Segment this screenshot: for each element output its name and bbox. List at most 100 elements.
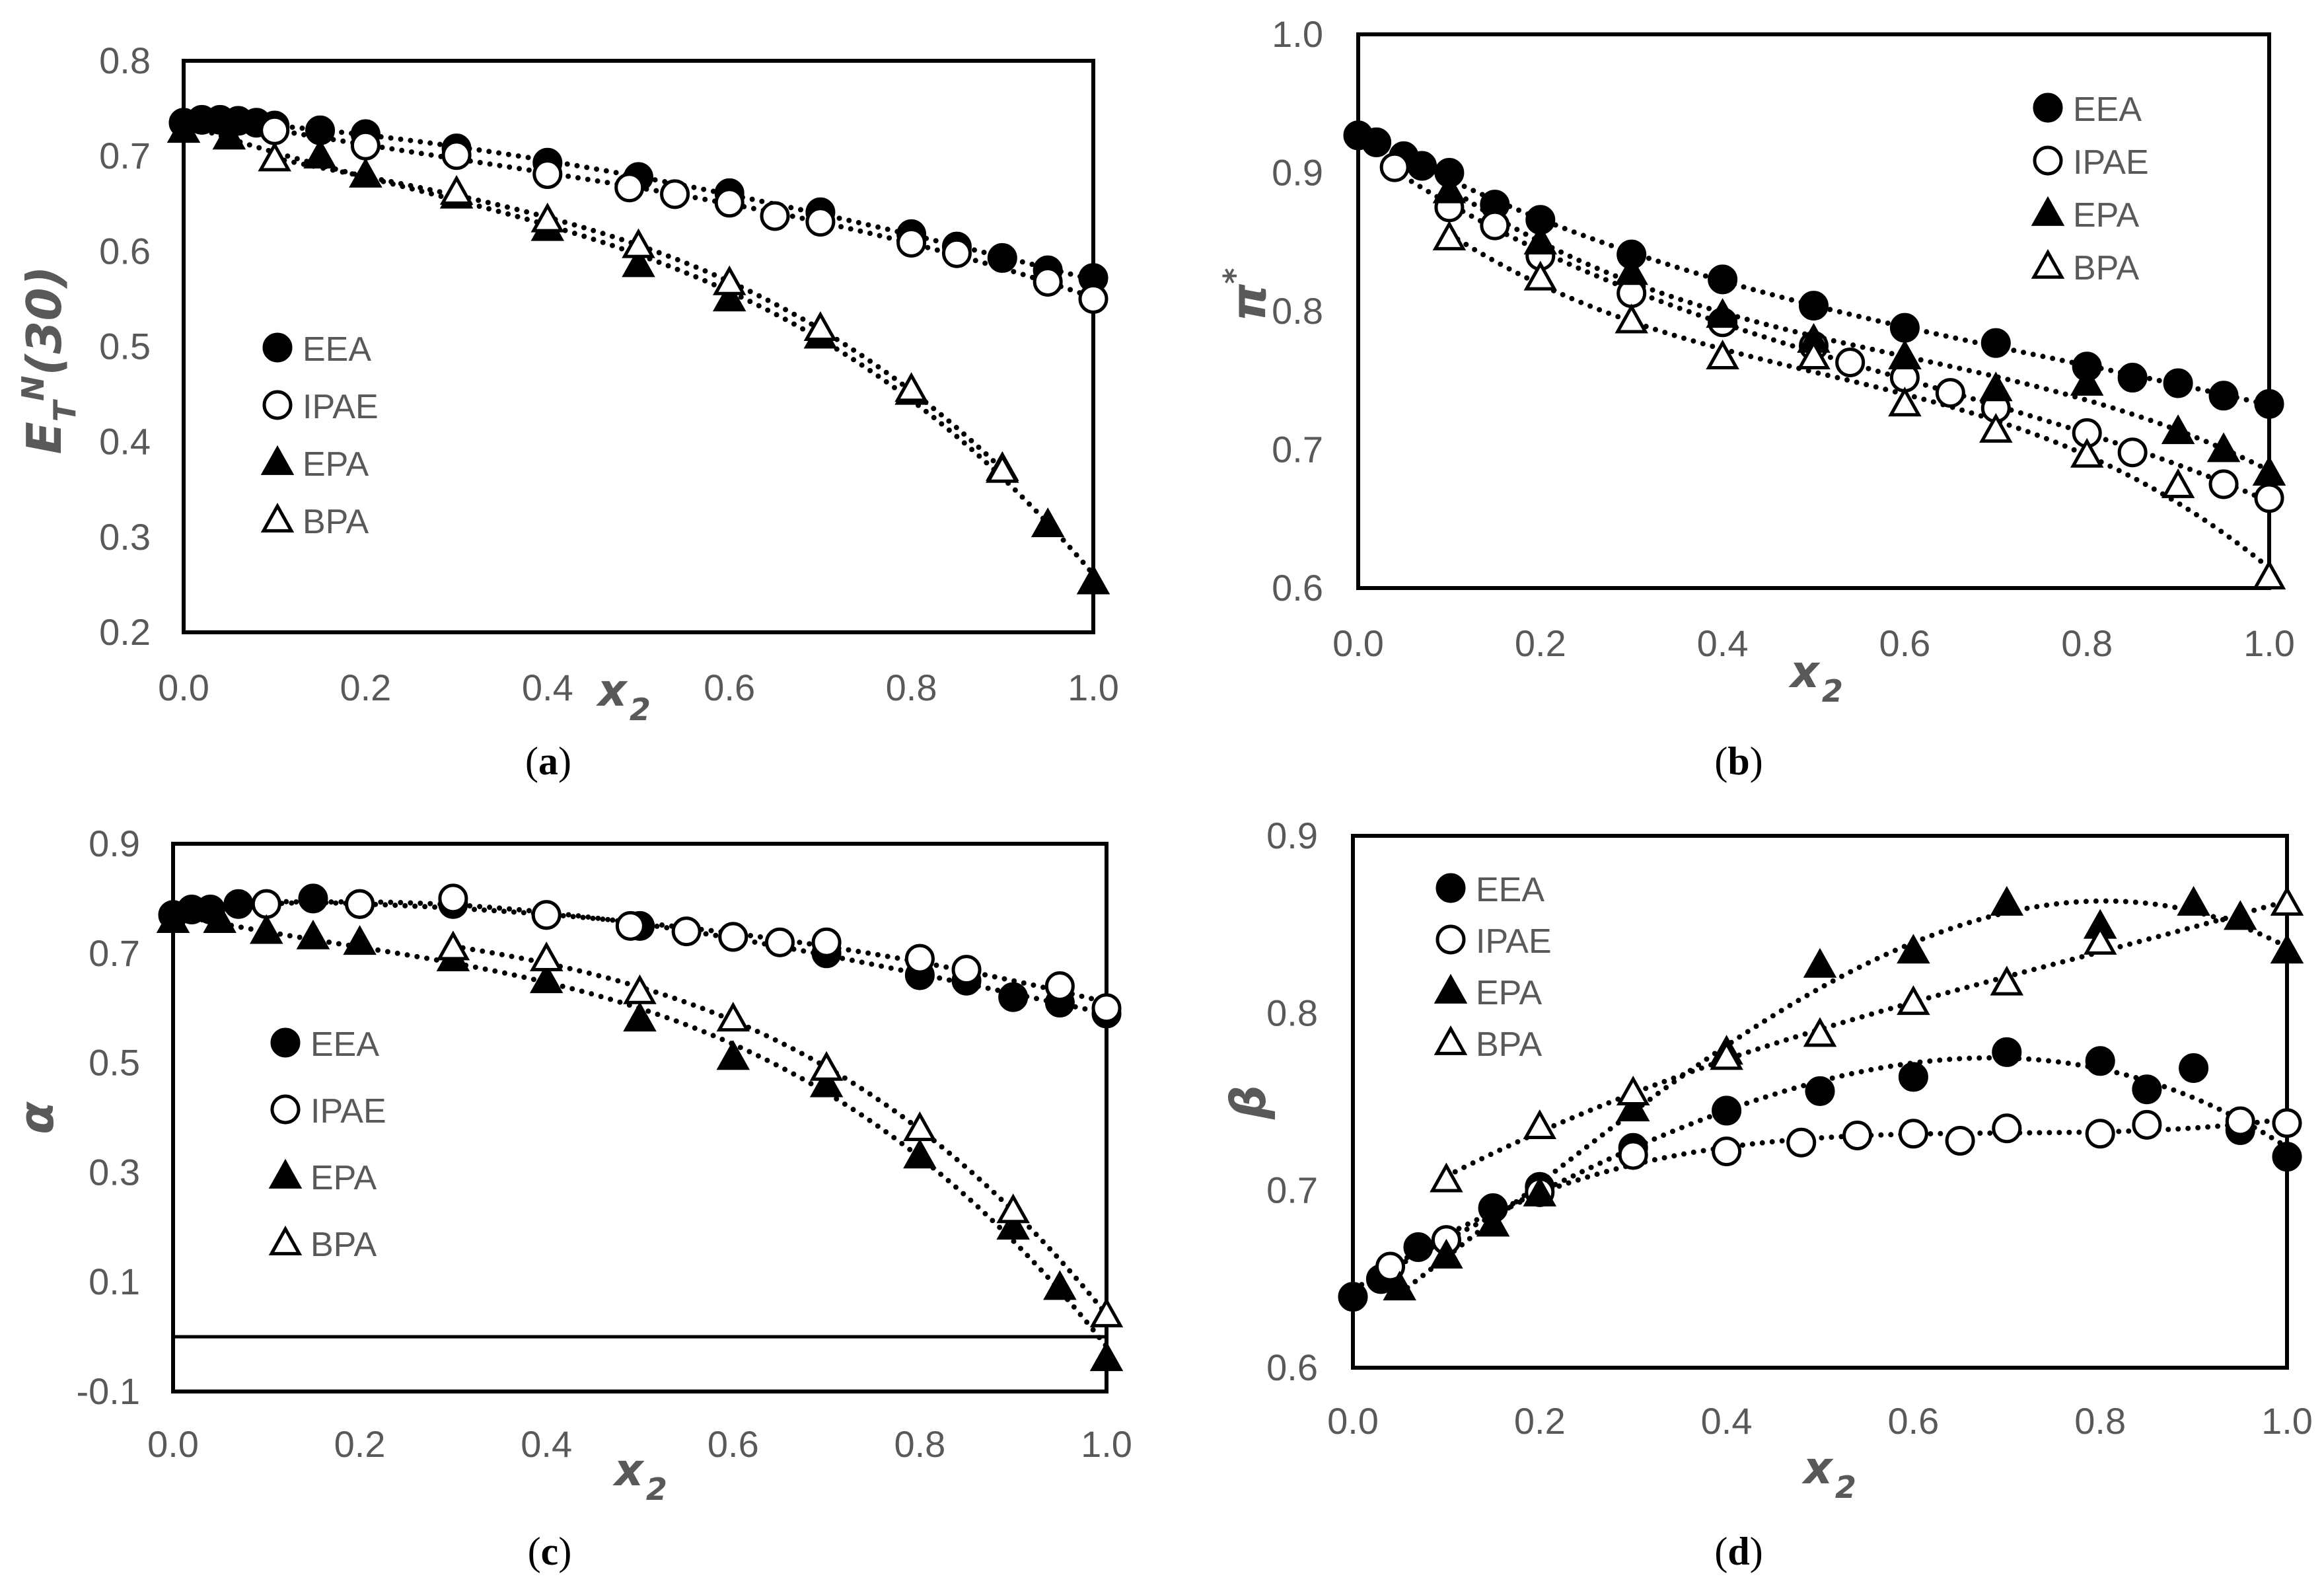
legend: EEA IPAE EPA BPA	[268, 1025, 386, 1264]
x-tick-label: 0.4	[1697, 622, 1749, 664]
y-tick-label: 0.6	[1266, 1347, 1318, 1388]
data-point-bpa	[530, 202, 565, 233]
legend-label-bpa: BPA	[303, 503, 369, 541]
y-tick-label: 0.6	[1272, 567, 1323, 609]
data-point-epa	[1803, 947, 1837, 978]
data-point-bpa	[1710, 1040, 1743, 1070]
data-point-ipae	[1842, 1120, 1873, 1150]
data-point-ipae	[614, 172, 645, 203]
data-point-ipae	[1078, 283, 1108, 314]
data-point-bpa	[1888, 387, 1922, 417]
data-point-ipae	[714, 188, 744, 218]
legend: EEA IPAE EPA BPA	[2031, 91, 2149, 287]
panel-caption: (b)	[1714, 739, 1762, 783]
data-point-eea	[1980, 328, 2011, 358]
data-point-ipae	[1379, 152, 1410, 182]
y-tick-label: 0.7	[89, 932, 140, 974]
data-point-bpa	[712, 265, 746, 295]
x-tick-label: 0.6	[1887, 1400, 1939, 1442]
legend-marker-epa	[260, 445, 295, 475]
data-point-epa	[1476, 1206, 1510, 1237]
legend: EEA IPAE EPA BPA	[1434, 871, 1552, 1064]
series-ipae	[1375, 1106, 2302, 1282]
x-tick-label: 0.0	[158, 667, 209, 708]
data-point-epa	[1430, 1238, 1463, 1269]
legend-marker-ipae	[270, 1094, 301, 1125]
chart-panel-c: 0.0 0.2 0.4 0.6 0.8 1.0 -0.1 0.1 0.3 0.5 0.7 0.9 x2 α…	[9, 823, 1132, 1573]
data-point-eea	[1362, 127, 1392, 157]
y-tick-label: 0.8	[1272, 290, 1323, 332]
data-point-ipae	[438, 883, 468, 914]
y-tick-label: 1.0	[1272, 13, 1323, 55]
legend-marker-epa	[2031, 196, 2065, 226]
legend-marker-ipae	[262, 390, 293, 420]
y-axis-label: π*	[1217, 268, 1276, 321]
data-point-epa	[1523, 1176, 1557, 1206]
legend-label-bpa: BPA	[2073, 249, 2140, 287]
legend-label-eea: EEA	[310, 1025, 379, 1064]
y-tick-label: 0.3	[89, 1151, 140, 1193]
y-tick-label: 0.8	[1266, 992, 1318, 1033]
legend-marker-eea	[270, 1027, 301, 1058]
data-point-ipae	[760, 201, 790, 231]
data-point-bpa	[2270, 885, 2304, 916]
series-ipae	[1379, 152, 2284, 513]
data-point-bpa	[1616, 1075, 1650, 1105]
data-point-epa	[203, 903, 236, 933]
legend-marker-ipae	[2033, 145, 2063, 176]
data-point-epa	[2206, 432, 2241, 463]
data-point-epa	[1615, 255, 1648, 285]
trend-line-ipae	[272, 127, 1096, 301]
data-point-epa	[1523, 225, 1558, 255]
data-point-epa	[1383, 1271, 1416, 1301]
x-tick-label: 1.0	[1081, 1423, 1132, 1465]
data-point-bpa	[2252, 560, 2286, 590]
data-point-ipae	[811, 927, 842, 957]
data-point-ipae	[1480, 210, 1510, 241]
data-point-ipae	[1786, 1127, 1817, 1158]
data-point-eea	[1708, 264, 1738, 295]
x-tick-label: 0.0	[147, 1423, 199, 1465]
chart-panel-d: 0.0 0.2 0.4 0.6 0.8 1.0 0.6 0.7 0.8 0.9 x2 β EEA IPAE…	[1221, 815, 2313, 1573]
series-epa	[1432, 173, 2286, 486]
data-point-ipae	[350, 130, 381, 161]
legend-marker-epa	[1434, 973, 1468, 1004]
x-axis-label-subscript: 2	[1835, 1469, 1856, 1505]
data-point-epa	[250, 914, 283, 944]
data-point-ipae	[1992, 1113, 2022, 1144]
data-point-epa	[156, 903, 190, 933]
y-tick-label: 0.5	[99, 326, 151, 367]
y-axis-label: α	[9, 1101, 64, 1134]
data-point-bpa	[623, 974, 657, 1004]
data-point-bpa	[986, 453, 1019, 483]
series-bpa	[436, 930, 1124, 1327]
x-tick-label: 0.0	[1327, 1400, 1379, 1442]
legend-label-bpa: BPA	[310, 1226, 377, 1264]
data-point-epa	[529, 963, 563, 994]
series-eea	[1338, 1037, 2302, 1312]
data-point-eea	[1403, 1232, 1434, 1263]
data-point-epa	[1706, 298, 1739, 328]
x-axis-label-subscript: 2	[646, 1471, 667, 1507]
y-tick-label: 0.6	[99, 230, 151, 272]
data-point-epa	[903, 1138, 937, 1169]
x-tick-label: 0.6	[1879, 622, 1930, 664]
data-point-eea	[2117, 363, 2148, 393]
legend-label-eea: EEA	[303, 330, 371, 369]
trend-line-bpa	[1443, 898, 2290, 1179]
panel-caption: (c)	[528, 1530, 572, 1573]
data-point-ipae	[2254, 483, 2284, 513]
y-tick-label: 0.5	[89, 1042, 140, 1084]
data-point-bpa	[529, 941, 563, 971]
x-tick-label: 0.0	[1332, 622, 1384, 664]
data-point-eea	[1712, 1095, 1742, 1126]
y-tick-label: 0.4	[99, 421, 151, 463]
y-tick-label: 0.3	[99, 516, 151, 558]
x-axis-label-subscript: 2	[1822, 673, 1843, 709]
x-tick-label: 0.6	[704, 667, 755, 708]
data-point-bpa	[903, 1111, 937, 1141]
y-tick-label: 0.2	[99, 611, 151, 653]
x-axis-label: x2	[1788, 646, 1843, 709]
data-point-epa	[1076, 564, 1110, 595]
series-bpa	[1430, 885, 2304, 1193]
